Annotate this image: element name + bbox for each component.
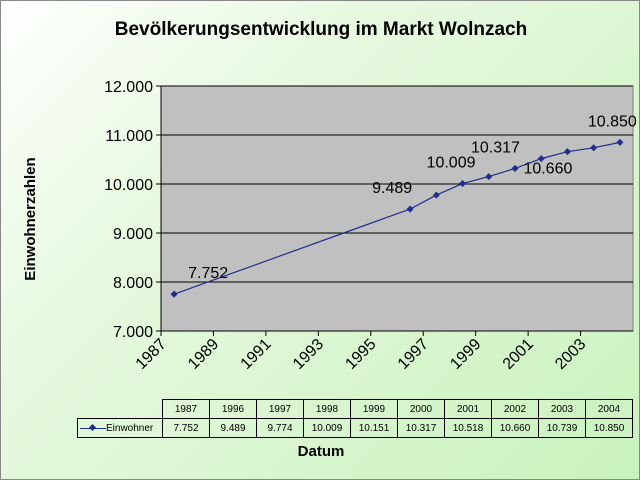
data-table-header-row: 1987 1996 1997 1998 1999 2000 2001 2002 2003 2004 bbox=[78, 399, 633, 419]
table-year-cell: 1996 bbox=[209, 399, 257, 419]
data-label: 10.660 bbox=[523, 161, 572, 178]
table-value-cell: 10.151 bbox=[350, 418, 398, 438]
data-point bbox=[406, 205, 414, 213]
table-value-cell: 10.739 bbox=[538, 418, 586, 438]
table-value-cell: 10.009 bbox=[303, 418, 351, 438]
table-value-cell: 10.660 bbox=[491, 418, 539, 438]
table-value-cell: 9.774 bbox=[256, 418, 304, 438]
y-tick-label: 9.000 bbox=[113, 226, 153, 243]
data-label: 10.317 bbox=[471, 139, 520, 156]
data-table: 1987 1996 1997 1998 1999 2000 2001 2002 2003 2004… bbox=[77, 399, 633, 438]
table-value-cell: 10.850 bbox=[585, 418, 633, 438]
x-tick-label: 1995 bbox=[342, 336, 379, 373]
data-label: 7.752 bbox=[188, 265, 228, 282]
x-tick-label: 1991 bbox=[238, 336, 275, 373]
chart-title: Bevölkerungsentwicklung im Markt Wolnzac… bbox=[114, 19, 528, 40]
data-point bbox=[485, 173, 493, 181]
data-point bbox=[616, 138, 624, 146]
y-tick-label: 11.000 bbox=[105, 128, 153, 145]
data-label: 10.850 bbox=[588, 113, 637, 130]
table-year-cell: 2003 bbox=[538, 399, 586, 419]
x-tick-label: 1999 bbox=[447, 336, 484, 373]
x-axis-label: Datum bbox=[297, 443, 345, 460]
legend-label: Einwohner bbox=[106, 422, 154, 434]
data-label: 9.489 bbox=[372, 180, 412, 197]
table-year-cell: 2004 bbox=[585, 399, 633, 419]
y-tick-label: 12.000 bbox=[104, 79, 153, 96]
y-tick-label: 10.000 bbox=[104, 177, 153, 194]
data-point bbox=[459, 180, 467, 188]
table-value-cell: 9.489 bbox=[209, 418, 257, 438]
table-value-cell: 10.317 bbox=[397, 418, 445, 438]
table-year-cell: 1998 bbox=[303, 399, 351, 419]
table-value-cell: 7.752 bbox=[162, 418, 210, 438]
y-tick-label: 7.000 bbox=[113, 324, 153, 341]
data-point bbox=[537, 155, 545, 163]
table-year-cell: 2000 bbox=[397, 399, 445, 419]
data-point bbox=[170, 290, 178, 298]
x-tick-label: 2003 bbox=[552, 336, 589, 373]
table-year-cell: 1987 bbox=[162, 399, 210, 419]
data-point bbox=[563, 148, 571, 156]
table-year-cell: 1999 bbox=[350, 399, 398, 419]
x-tick-label: 1997 bbox=[395, 336, 432, 373]
series-line bbox=[173, 141, 621, 295]
x-tick-label: 2001 bbox=[500, 336, 537, 373]
data-table-value-row: Einwohner 7.752 9.489 9.774 10.009 10.151 10.… bbox=[77, 418, 633, 438]
data-point bbox=[590, 144, 598, 152]
x-tick-label: 1987 bbox=[133, 336, 170, 373]
table-year-cell: 2002 bbox=[491, 399, 539, 419]
line-chart: 7.000 8.000 9.000 10.000 11.000 12.000 1987 198… bbox=[104, 79, 637, 373]
data-label: 10.009 bbox=[427, 155, 476, 172]
data-table-corner bbox=[78, 400, 163, 419]
table-value-cell: 10.518 bbox=[444, 418, 492, 438]
data-point bbox=[432, 191, 440, 199]
x-tick-label: 1989 bbox=[185, 336, 222, 373]
x-tick-label: 1993 bbox=[290, 336, 327, 373]
plot-area bbox=[160, 85, 634, 332]
data-point bbox=[511, 164, 519, 173]
table-year-cell: 2001 bbox=[444, 399, 492, 419]
table-year-cell: 1997 bbox=[256, 399, 304, 419]
y-tick-label: 8.000 bbox=[113, 275, 153, 292]
legend-marker-icon bbox=[80, 424, 106, 432]
legend-entry: Einwohner bbox=[77, 418, 163, 438]
